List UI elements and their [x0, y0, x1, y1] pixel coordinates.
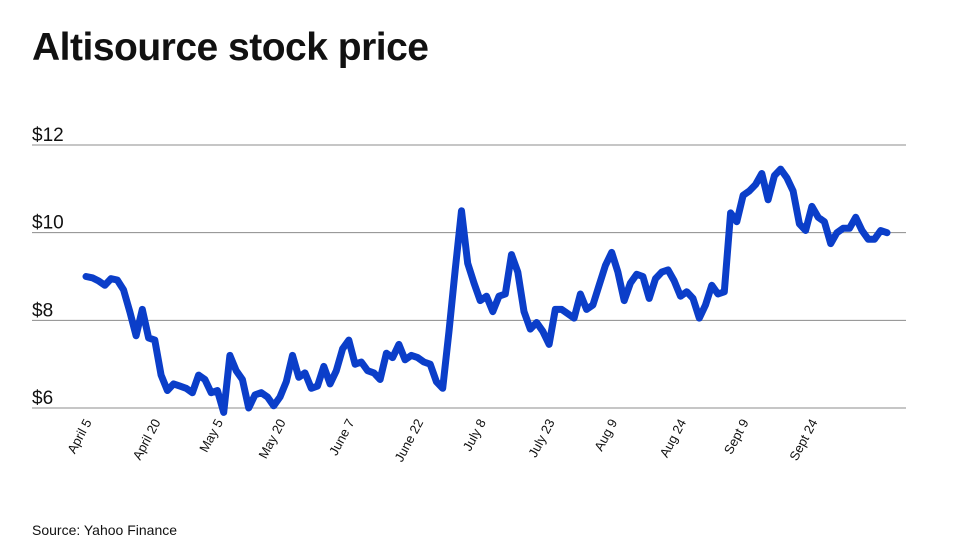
x-axis-ticks: April 5 April 20 May 5 May 20 June 7 June 22 J…	[64, 416, 820, 464]
x-tick-label: Aug 9	[591, 416, 620, 453]
x-tick-label: June 7	[326, 416, 358, 458]
x-tick-label: Sept 24	[786, 416, 820, 463]
source-note: Source: Yahoo Finance	[32, 522, 178, 538]
chart-title: Altisource stock price	[32, 26, 429, 69]
x-tick-label: July 8	[460, 416, 489, 453]
y-tick-label: $10	[32, 213, 64, 234]
y-tick-label: $8	[32, 300, 53, 321]
series-layer	[82, 165, 891, 416]
x-tick-label: April 5	[64, 416, 95, 456]
x-tick-label: July 23	[525, 416, 558, 459]
x-tick-label: April 20	[130, 416, 164, 462]
x-tick-label: May 20	[255, 416, 288, 461]
x-tick-label: June 22	[391, 416, 426, 464]
x-tick-label: May 5	[196, 416, 226, 454]
x-tick-label: Aug 24	[657, 416, 690, 459]
y-axis-ticks: $12 $10 $8 $6	[32, 125, 64, 409]
series-line-altisource	[82, 165, 891, 416]
gridlines	[32, 144, 906, 409]
y-tick-label: $6	[32, 388, 53, 409]
x-tick-label: Sept 9	[721, 416, 752, 456]
y-tick-label: $12	[32, 125, 64, 146]
